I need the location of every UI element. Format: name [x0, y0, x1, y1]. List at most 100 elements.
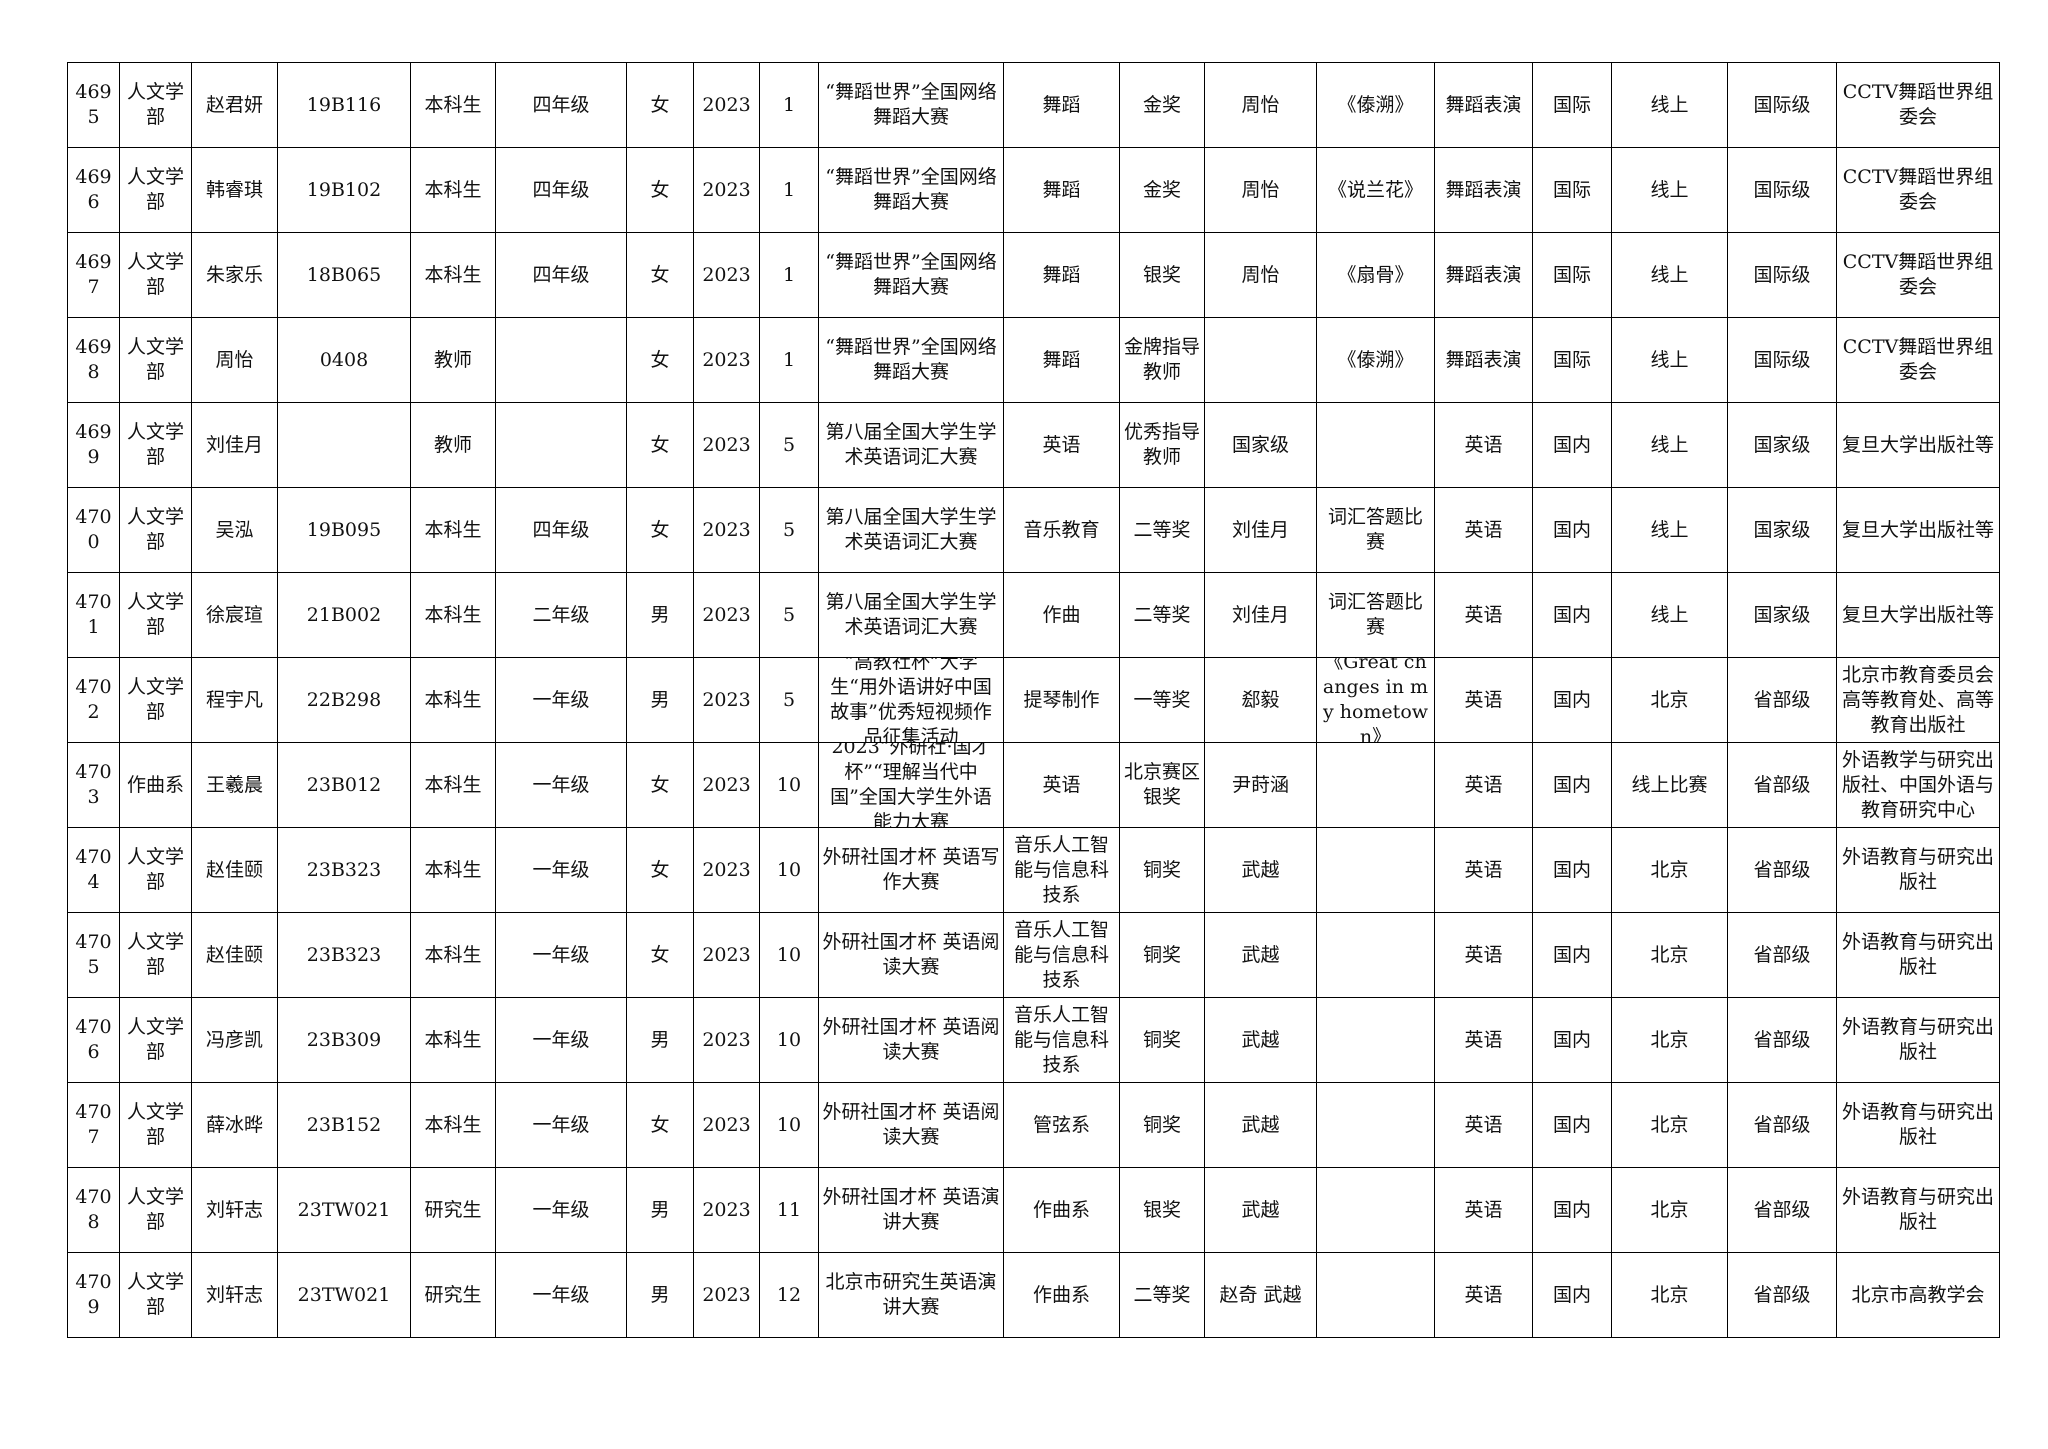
cell-text: 人文学部 — [126, 676, 184, 723]
table-cell: 23B152 — [277, 1082, 411, 1168]
table-cell: 外研社国才杯 英语演讲大赛 — [818, 1167, 1004, 1253]
cell-text: 舞蹈 — [1042, 93, 1081, 116]
table-cell: 国家级 — [1727, 487, 1837, 573]
table-cell: 英语 — [1434, 402, 1533, 488]
cell-text: 国内 — [1552, 1283, 1591, 1306]
cell-text: 1 — [782, 93, 796, 116]
table-cell: 4702 — [67, 657, 120, 743]
table-cell: 人文学部 — [119, 657, 192, 743]
cell-text: 四年级 — [532, 263, 590, 286]
table-cell: 复旦大学出版社等 — [1836, 572, 2000, 658]
table-cell: 女 — [626, 1082, 694, 1168]
table-cell: 作曲 — [1003, 572, 1120, 658]
table-cell: 国际级 — [1727, 62, 1837, 148]
cell-text: 国内 — [1552, 858, 1591, 881]
table-cell: 1 — [759, 147, 819, 233]
table-cell: 19B116 — [277, 62, 411, 148]
cell-text: 线上 — [1650, 603, 1689, 626]
table-cell: 4701 — [67, 572, 120, 658]
table-cell: 23TW021 — [277, 1167, 411, 1253]
table-cell: 北京市研究生英语演讲大赛 — [818, 1252, 1004, 1338]
cell-text: 4696 — [75, 166, 112, 213]
table-cell: 复旦大学出版社等 — [1836, 487, 2000, 573]
table-cell: 一年级 — [495, 1082, 627, 1168]
table-cell: 4700 — [67, 487, 120, 573]
cell-text: 金奖 — [1142, 178, 1181, 201]
table-cell: 省部级 — [1727, 1082, 1837, 1168]
table-cell: 本科生 — [410, 487, 496, 573]
cell-text: 音乐人工智能与信息科技系 — [1013, 918, 1109, 991]
table-cell: 教师 — [410, 402, 496, 488]
table-cell: 19B102 — [277, 147, 411, 233]
table-cell: 刘佳月 — [191, 402, 278, 488]
table-cell: 英语 — [1434, 912, 1533, 998]
cell-text: 金牌指导教师 — [1123, 336, 1200, 383]
table-cell: 女 — [626, 147, 694, 233]
cell-text: 人文学部 — [126, 591, 184, 638]
table-cell: 2023 — [693, 62, 760, 148]
table-cell: 《扇骨》 — [1316, 232, 1435, 318]
table-cell: 二等奖 — [1119, 1252, 1205, 1338]
table-cell: 英语 — [1434, 1167, 1533, 1253]
table-cell: 人文学部 — [119, 1082, 192, 1168]
cell-text: 舞蹈 — [1042, 263, 1081, 286]
cell-text: 北京 — [1650, 1028, 1689, 1051]
cell-text: 北京 — [1650, 688, 1689, 711]
table-cell: 本科生 — [410, 232, 496, 318]
table-cell: 音乐教育 — [1003, 487, 1120, 573]
cell-text: 本科生 — [424, 93, 482, 116]
table-cell: 作曲系 — [119, 742, 192, 828]
table-cell: 线上 — [1611, 62, 1728, 148]
table-cell: 12 — [759, 1252, 819, 1338]
cell-text: 女 — [650, 773, 670, 796]
cell-text: 线上 — [1650, 263, 1689, 286]
cell-text: “舞蹈世界”全国网络舞蹈大赛 — [825, 81, 997, 128]
table-cell: 国内 — [1532, 827, 1612, 913]
table-cell: 本科生 — [410, 997, 496, 1083]
table-cell: 0408 — [277, 317, 411, 403]
cell-text: 英语 — [1464, 433, 1503, 456]
cell-text: 外语教育与研究出版社 — [1841, 846, 1994, 893]
table-cell: 英语 — [1434, 827, 1533, 913]
table-cell: 省部级 — [1727, 997, 1837, 1083]
table-cell: 吴泓 — [191, 487, 278, 573]
cell-text: 人文学部 — [126, 421, 184, 468]
table-cell: 国内 — [1532, 997, 1612, 1083]
cell-text: 国内 — [1552, 688, 1591, 711]
table-cell: 1 — [759, 317, 819, 403]
table-cell: 四年级 — [495, 232, 627, 318]
cell-text: 音乐人工智能与信息科技系 — [1013, 1003, 1109, 1076]
table-cell: 尹莳涵 — [1204, 742, 1317, 828]
table-cell: 1 — [759, 232, 819, 318]
cell-text — [1205, 318, 1316, 402]
cell-text: 2023 — [702, 603, 751, 626]
table-cell: 北京 — [1611, 827, 1728, 913]
table-cell: 4699 — [67, 402, 120, 488]
cell-text: 线上 — [1650, 178, 1689, 201]
table-row: 4699 人文学部 刘佳月 教师 女 2023 5 第八届全国大学生学术英语词汇大赛 英语 优秀指… — [67, 402, 2000, 488]
cell-text: 舞蹈表演 — [1445, 348, 1522, 371]
table-cell: 线上 — [1611, 487, 1728, 573]
table-row: 4707 人文学部 薛冰晔 23B152 本科生 一年级 女 2023 10 外研社国才杯 英语阅… — [67, 1082, 2000, 1168]
cell-text: 复旦大学出版社等 — [1841, 433, 1994, 456]
cell-text: 提琴制作 — [1023, 688, 1100, 711]
table-cell: 英语 — [1434, 1252, 1533, 1338]
table-cell: 一年级 — [495, 1252, 627, 1338]
table-cell: 二年级 — [495, 572, 627, 658]
cell-text — [1317, 1168, 1434, 1252]
table-cell: 舞蹈 — [1003, 62, 1120, 148]
cell-text: 23TW021 — [297, 1283, 391, 1306]
cell-text: 10 — [776, 943, 802, 966]
cell-text: 国内 — [1552, 773, 1591, 796]
table-cell — [1316, 402, 1435, 488]
cell-text: 本科生 — [424, 1028, 482, 1051]
cell-text: 银奖 — [1142, 263, 1181, 286]
table-cell: 国家级 — [1204, 402, 1317, 488]
cell-text: 人文学部 — [126, 846, 184, 893]
cell-text: “舞蹈世界”全国网络舞蹈大赛 — [825, 336, 997, 383]
table-cell: 国际 — [1532, 317, 1612, 403]
table-cell: 舞蹈表演 — [1434, 232, 1533, 318]
cell-text: 教师 — [433, 348, 472, 371]
cell-text: 23B323 — [306, 943, 382, 966]
table-cell: “高教社杯”大学生“用外语讲好中国故事”优秀短视频作品征集活动 — [818, 657, 1004, 743]
